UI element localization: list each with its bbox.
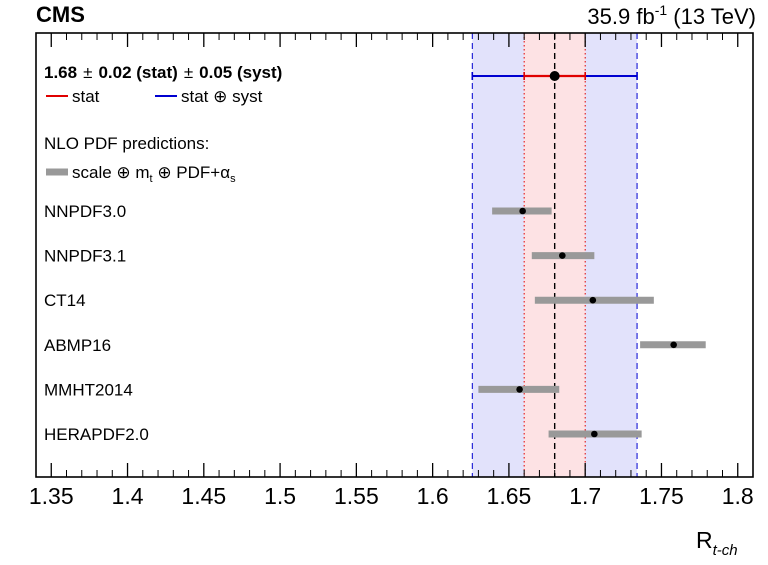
legend-prediction-label: scale ⊕ mt ⊕ PDF+αs bbox=[72, 163, 236, 185]
x-axis-title: Rt-ch bbox=[696, 527, 738, 559]
prediction-point-5 bbox=[591, 430, 598, 438]
prediction-point-1 bbox=[559, 252, 566, 259]
prediction-label-5: HERAPDF2.0 bbox=[44, 425, 149, 444]
lumi-exponent: -1 bbox=[655, 2, 668, 18]
prediction-label-1: NNPDF3.1 bbox=[44, 247, 126, 266]
x-tick-label-0: 1.35 bbox=[29, 483, 74, 509]
prediction-label-2: CT14 bbox=[44, 291, 86, 310]
energy-label: (13 TeV) bbox=[667, 4, 756, 29]
pm-sign-2: ± bbox=[184, 63, 193, 82]
prediction-label-0: NNPDF3.0 bbox=[44, 202, 126, 221]
predictions-title: NLO PDF predictions: bbox=[44, 134, 209, 153]
pm-sign-1: ± bbox=[83, 63, 92, 82]
lumi-label: 35.9 fb-1 (13 TeV) bbox=[587, 2, 756, 29]
x-tick-label-2: 1.45 bbox=[181, 483, 226, 509]
x-tick-label-6: 1.65 bbox=[487, 483, 532, 509]
x-axis-title-sub: t-ch bbox=[713, 542, 738, 559]
measurement-point bbox=[549, 71, 560, 81]
x-tick-label-8: 1.75 bbox=[639, 483, 684, 509]
experiment-label: CMS bbox=[36, 2, 85, 27]
x-tick-label-4: 1.55 bbox=[334, 483, 379, 509]
x-axis-title-main: R bbox=[696, 527, 713, 553]
prediction-point-4 bbox=[516, 386, 523, 393]
measurement-value: 1.68 bbox=[44, 63, 77, 82]
lumi-value: 35.9 fb bbox=[587, 4, 654, 29]
legend-alpha-sub: s bbox=[230, 173, 236, 185]
legend-scale-text: scale ⊕ m bbox=[72, 163, 150, 182]
prediction-point-0 bbox=[519, 207, 526, 215]
x-tick-label-3: 1.5 bbox=[264, 483, 296, 509]
prediction-label-4: MMHT2014 bbox=[44, 380, 133, 399]
legend-pdf-text: ⊕ PDF+α bbox=[153, 163, 231, 182]
prediction-label-3: ABMP16 bbox=[44, 336, 111, 355]
prediction-point-3 bbox=[670, 341, 677, 349]
legend-total-label: stat ⊕ syst bbox=[181, 87, 263, 106]
measurement-syst: 0.05 (syst) bbox=[199, 63, 282, 82]
x-tick-label-7: 1.7 bbox=[569, 483, 601, 509]
x-tick-label-5: 1.6 bbox=[417, 483, 449, 509]
measurement-label: 1.68 ±0.02 (stat) ±0.05 (syst) bbox=[44, 63, 282, 82]
measurement-stat: 0.02 (stat) bbox=[98, 63, 177, 82]
x-tick-label-1: 1.4 bbox=[112, 483, 144, 509]
legend-mt-sub: t bbox=[150, 173, 153, 185]
x-tick-label-9: 1.8 bbox=[722, 483, 754, 509]
prediction-point-2 bbox=[589, 296, 597, 304]
plot-frame bbox=[35, 32, 754, 478]
legend-stat-label: stat bbox=[72, 87, 100, 106]
